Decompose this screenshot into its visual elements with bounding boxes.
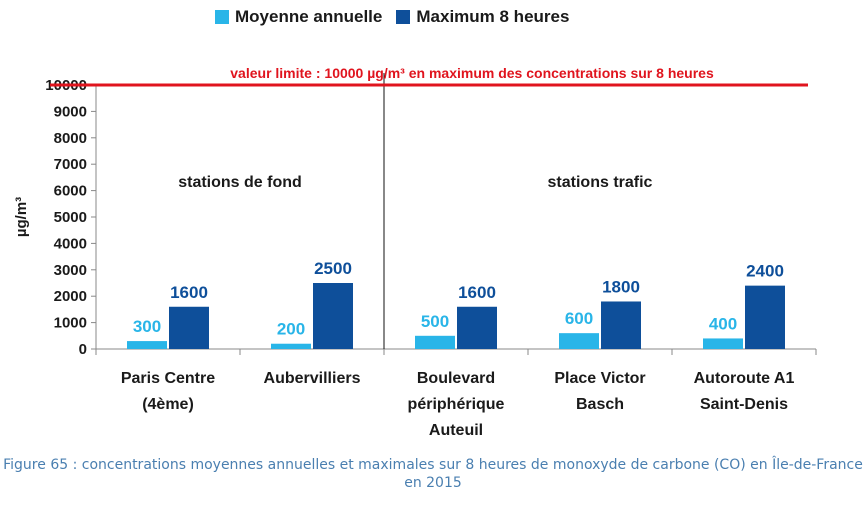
legend-label-moyenne: Moyenne annuelle bbox=[235, 7, 383, 26]
legend-item-maximum: Maximum 8 heures bbox=[396, 7, 569, 27]
bar-chart: 0100020003000400050006000700080009000100… bbox=[13, 65, 817, 439]
data-label-maximum: 2400 bbox=[746, 262, 784, 281]
y-tick-label: 0 bbox=[79, 341, 87, 358]
bar-maximum bbox=[313, 283, 353, 349]
x-category-label-line: Place Victor bbox=[554, 370, 645, 387]
x-category-label-line: Saint-Denis bbox=[700, 396, 788, 413]
y-tick-label: 2000 bbox=[54, 288, 87, 305]
x-category-label-line: Auteuil bbox=[429, 422, 483, 439]
figure-caption: Figure 65 : concentrations moyennes annu… bbox=[3, 457, 863, 491]
bar-maximum bbox=[457, 306, 497, 349]
y-tick-label: 9000 bbox=[54, 103, 87, 120]
x-category-label: Place Victor Basch bbox=[554, 370, 645, 413]
y-tick-label: 1000 bbox=[54, 315, 87, 332]
bar-moyenne bbox=[415, 335, 455, 349]
legend-item-moyenne: Moyenne annuelle bbox=[215, 7, 382, 27]
chart-legend: Moyenne annuelle Maximum 8 heures bbox=[215, 6, 583, 28]
y-tick-label: 7000 bbox=[54, 156, 87, 173]
data-label-maximum: 1600 bbox=[458, 283, 496, 302]
x-category-label-line: Autoroute A1 bbox=[694, 370, 795, 387]
group-label-trafic: stations trafic bbox=[548, 174, 653, 191]
limit-line-label: valeur limite : 10000 µg/m³ en maximum d… bbox=[230, 65, 714, 81]
x-category-label-line: Basch bbox=[576, 396, 624, 413]
bar-maximum bbox=[601, 301, 641, 349]
x-category-label-line: Boulevard bbox=[417, 370, 495, 387]
data-label-maximum: 1600 bbox=[170, 283, 208, 302]
data-label-moyenne: 200 bbox=[277, 320, 305, 339]
bar-maximum bbox=[169, 306, 209, 349]
data-label-moyenne: 600 bbox=[565, 309, 593, 328]
data-label-moyenne: 500 bbox=[421, 312, 449, 331]
x-category-label: Paris Centre (4ème) bbox=[121, 370, 215, 413]
bar-moyenne bbox=[703, 338, 743, 349]
x-category-label-line: Aubervilliers bbox=[264, 370, 361, 387]
x-category-label: Boulevard périphérique Auteuil bbox=[408, 370, 505, 439]
data-label-maximum: 1800 bbox=[602, 277, 640, 296]
x-category-label-line: Paris Centre bbox=[121, 370, 215, 387]
chart-area: Moyenne annuelle Maximum 8 heures 0 1000 2… bbox=[13, 6, 817, 439]
bar-moyenne bbox=[127, 341, 167, 349]
y-tick-label: 5000 bbox=[54, 209, 87, 226]
y-tick-label: 3000 bbox=[54, 262, 87, 279]
legend-label-maximum: Maximum 8 heures bbox=[416, 7, 570, 26]
y-tick-label: 8000 bbox=[54, 130, 87, 147]
x-category-label: Aubervilliers bbox=[264, 370, 361, 387]
data-label-maximum: 2500 bbox=[314, 259, 352, 278]
bar-maximum bbox=[745, 285, 785, 349]
legend-swatch-maximum bbox=[396, 10, 411, 24]
bar-moyenne bbox=[559, 333, 599, 349]
y-axis-label: µg/m³ bbox=[13, 197, 30, 237]
group-label-fond: stations de fond bbox=[178, 174, 302, 191]
bar-moyenne bbox=[271, 343, 311, 349]
data-label-moyenne: 300 bbox=[133, 317, 161, 336]
y-tick-label: 6000 bbox=[54, 183, 87, 200]
x-category-label: Autoroute A1 Saint-Denis bbox=[694, 370, 795, 413]
x-category-label-line: périphérique bbox=[408, 396, 505, 413]
x-category-label-line: (4ème) bbox=[142, 396, 194, 413]
data-label-moyenne: 400 bbox=[709, 314, 737, 333]
legend-swatch-moyenne bbox=[215, 10, 229, 24]
y-tick-label: 4000 bbox=[54, 235, 87, 252]
